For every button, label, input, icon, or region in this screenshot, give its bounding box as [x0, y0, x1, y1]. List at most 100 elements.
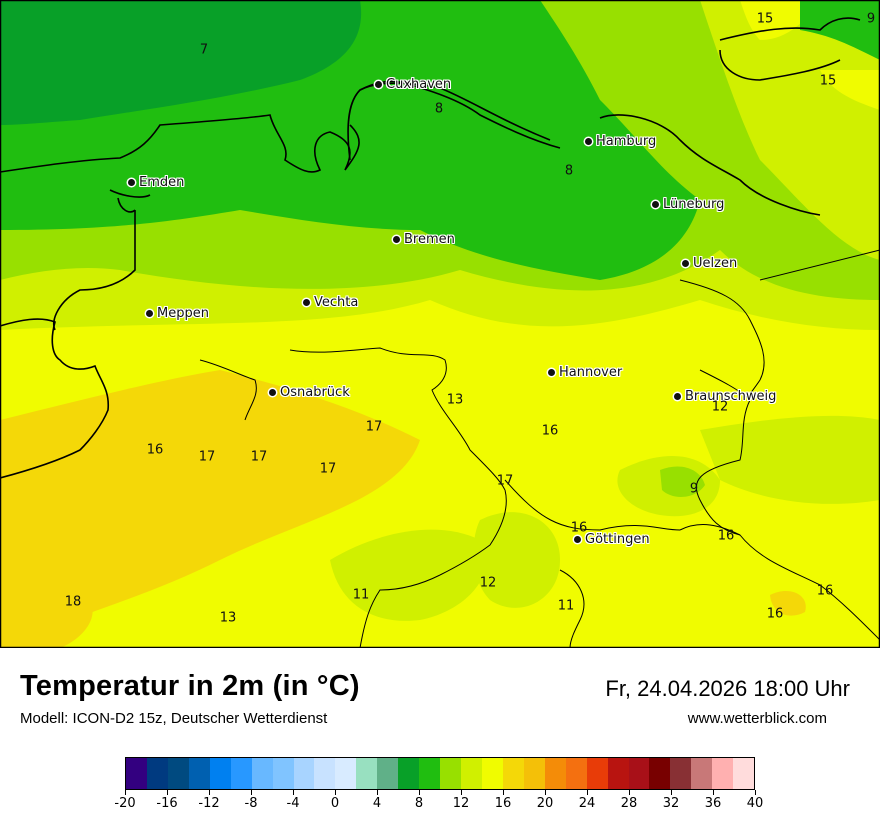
- temperature-value: 17: [496, 473, 514, 489]
- colorbar-segment: [691, 758, 713, 789]
- tick-mark: [209, 790, 210, 795]
- city-dot-icon: [375, 81, 382, 88]
- city-marker: Bremen: [393, 232, 455, 247]
- city-dot-icon: [269, 389, 276, 396]
- city-name: Braunschweig: [685, 389, 777, 404]
- temperature-value: 17: [319, 461, 337, 477]
- tick-mark: [755, 790, 756, 795]
- tick-mark: [251, 790, 252, 795]
- colorbar-segment: [335, 758, 357, 789]
- tick-mark: [335, 790, 336, 795]
- tick-label: 40: [746, 796, 764, 811]
- city-marker: Göttingen: [574, 532, 650, 547]
- colorbar-segment: [146, 758, 168, 789]
- city-name: Lüneburg: [663, 197, 725, 212]
- city-dot-icon: [146, 310, 153, 317]
- temperature-value: 16: [146, 442, 164, 458]
- colorbar-segment: [209, 758, 231, 789]
- temperature-value: 8: [564, 163, 574, 179]
- temperature-value: 16: [541, 423, 559, 439]
- temperature-value: 12: [479, 575, 497, 591]
- colorbar-segment: [251, 758, 273, 789]
- tick-label: -4: [286, 796, 300, 811]
- colorbar-segment: [314, 758, 336, 789]
- colorbar-segment: [293, 758, 315, 789]
- temperature-value: 12: [711, 399, 729, 415]
- tick-mark: [125, 790, 126, 795]
- temperature-value: 11: [352, 587, 370, 603]
- colorbar-ticks: -20 -16 -12 -8 -4 0 4 8 12 16 20 24 28 32 36 40: [114, 790, 763, 820]
- colorbar-segment: [167, 758, 189, 789]
- tick-label: 16: [494, 796, 512, 811]
- colorbar-segment: [126, 758, 147, 789]
- city-name: Osnabrück: [280, 385, 350, 400]
- city-marker: Vechta: [303, 295, 358, 310]
- temperature-value: 11: [557, 598, 575, 614]
- temperature-value: 16: [816, 583, 834, 599]
- tick-label: 20: [536, 796, 554, 811]
- temperature-value: 17: [198, 449, 216, 465]
- tick-mark: [629, 790, 630, 795]
- colorbar-segment: [607, 758, 629, 789]
- city-name: Göttingen: [585, 532, 650, 547]
- city-marker: Lüneburg: [652, 197, 724, 212]
- colorbar-segment: [544, 758, 566, 789]
- temperature-value: 16: [717, 528, 735, 544]
- tick-label: 32: [662, 796, 680, 811]
- city-dot-icon: [303, 299, 310, 306]
- website-link: www.wetterblick.com: [687, 710, 827, 727]
- temperature-value: 9: [689, 481, 699, 497]
- valid-datetime: Fr, 24.04.2026 18:00 Uhr: [605, 676, 850, 701]
- city-dot-icon: [585, 138, 592, 145]
- tick-mark: [377, 790, 378, 795]
- colorbar-segment: [733, 758, 755, 789]
- temperature-value: 13: [219, 610, 237, 626]
- tick-label: -16: [156, 796, 178, 811]
- map-title: Temperatur in 2m (in °C): [20, 670, 360, 702]
- city-marker: Emden: [128, 175, 184, 190]
- tick-label: 0: [330, 796, 340, 811]
- tick-mark: [545, 790, 546, 795]
- map-canvas: [0, 0, 880, 648]
- city-name: Emden: [139, 175, 185, 190]
- temperature-value: 15: [756, 11, 774, 27]
- colorbar-segment: [523, 758, 545, 789]
- tick-mark: [671, 790, 672, 795]
- city-marker: Meppen: [146, 306, 209, 321]
- colorbar-segment: [670, 758, 692, 789]
- temperature-value: 17: [250, 449, 268, 465]
- city-dot-icon: [574, 536, 581, 543]
- tick-label: 8: [414, 796, 424, 811]
- colorbar-segment: [419, 758, 441, 789]
- city-dot-icon: [128, 179, 135, 186]
- colorbar-segment: [565, 758, 587, 789]
- tick-label: 36: [704, 796, 722, 811]
- temperature-value: 15: [819, 73, 837, 89]
- tick-mark: [293, 790, 294, 795]
- tick-mark: [713, 790, 714, 795]
- city-name: Uelzen: [693, 256, 738, 271]
- colorbar-segment: [398, 758, 420, 789]
- city-marker: Hamburg: [585, 134, 656, 149]
- temperature-value: 16: [570, 520, 588, 536]
- tick-mark: [461, 790, 462, 795]
- colorbar-segment: [712, 758, 734, 789]
- colorbar-segment: [377, 758, 399, 789]
- city-marker: Osnabrück: [269, 385, 350, 400]
- colorbar-segment: [356, 758, 378, 789]
- tick-label: 24: [578, 796, 596, 811]
- city-dot-icon: [548, 369, 555, 376]
- model-info: Modell: ICON-D2 15z, Deutscher Wetterdie…: [20, 710, 328, 727]
- colorbar-segment: [461, 758, 482, 789]
- city-dot-icon: [674, 393, 681, 400]
- tick-label: -8: [244, 796, 258, 811]
- city-name: Bremen: [404, 232, 455, 247]
- colorbar-segment: [440, 758, 461, 789]
- tick-mark: [419, 790, 420, 795]
- tick-mark: [587, 790, 588, 795]
- city-dot-icon: [682, 260, 689, 267]
- tick-label: 28: [620, 796, 638, 811]
- city-marker: Cuxhaven: [375, 77, 451, 92]
- city-name: Hannover: [559, 365, 623, 380]
- tick-label: 4: [372, 796, 382, 811]
